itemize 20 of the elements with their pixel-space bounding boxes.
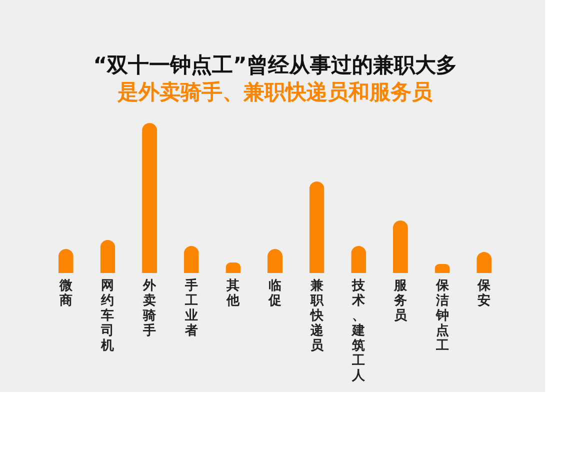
bar [392,220,408,273]
x-tick-label: 其他 [226,278,241,308]
x-tick-label: 保洁钟点工 [434,278,450,354]
bar [309,182,324,273]
bar [100,240,116,273]
bar [351,246,366,273]
x-tick-label: 微商 [58,278,74,308]
x-tick-label: 手工业者 [184,278,198,338]
x-tick-label: 网约车司机 [100,278,114,354]
x-tick-label: 技术、建筑工人 [351,278,366,384]
bar [184,246,199,273]
bar [142,123,158,273]
x-tick-label: 临促 [268,278,282,308]
chart-subtitle: 是外卖骑手、兼职快递员和服务员 [116,80,434,104]
x-tick-label: 兼职快递员 [309,278,324,354]
x-tick-label: 服务员 [392,278,408,324]
x-tick-label: 保安 [476,278,492,308]
bar [268,249,282,273]
x-tick-label: 外卖骑手 [142,278,158,338]
chart-title: “双十一钟点工”曾经从事过的兼职大多 [93,53,457,77]
